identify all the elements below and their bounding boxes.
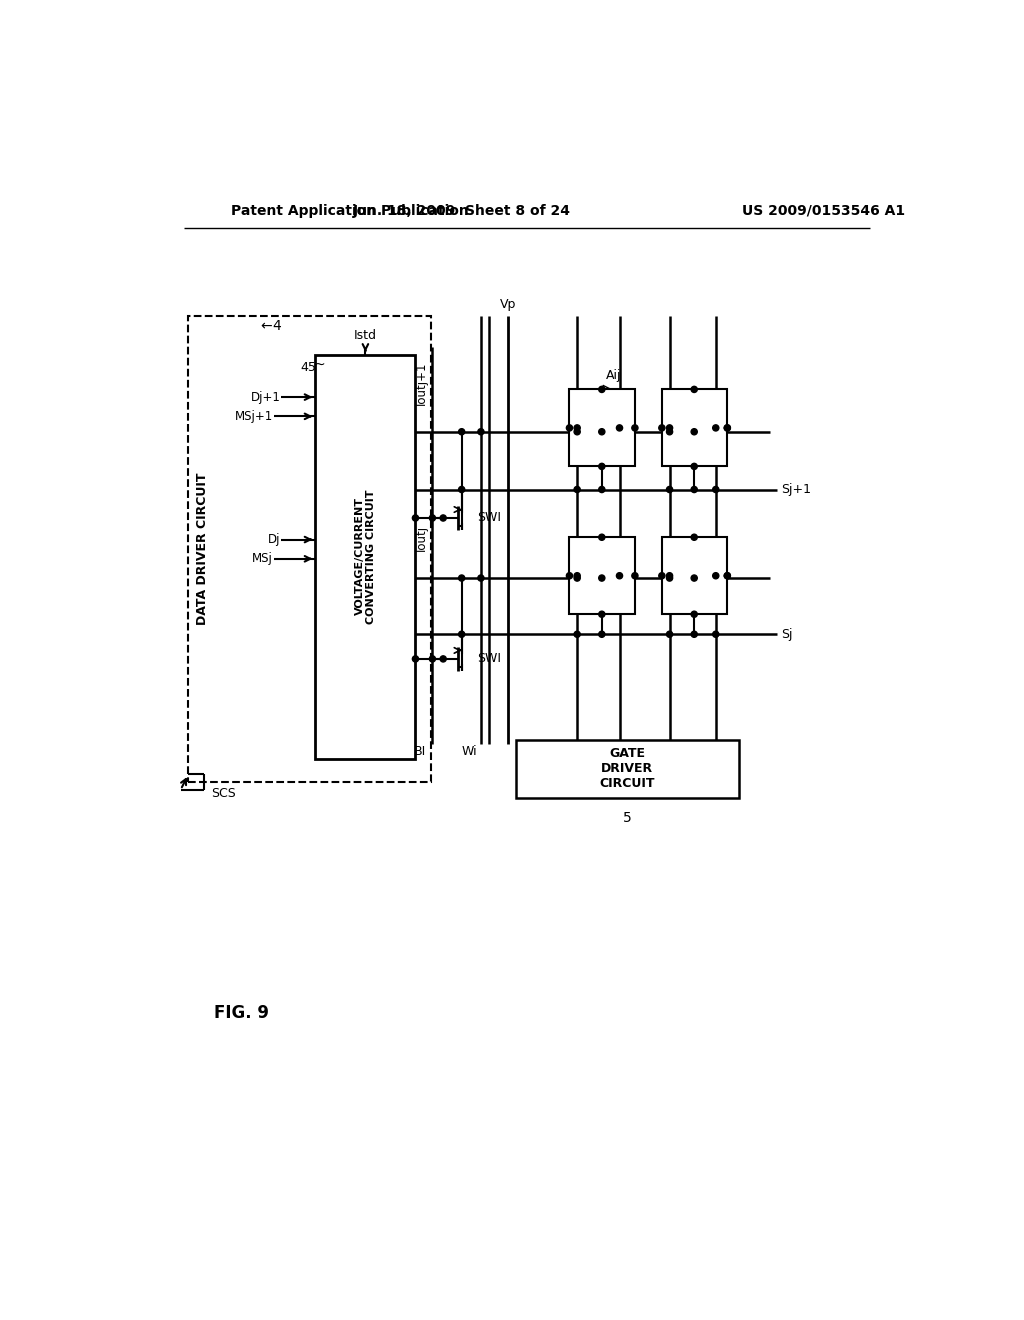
Text: SWI: SWI — [477, 511, 501, 524]
Text: Ioutj+1: Ioutj+1 — [415, 362, 428, 405]
Circle shape — [713, 631, 719, 638]
Circle shape — [459, 429, 465, 434]
Text: MSj+1: MSj+1 — [234, 409, 273, 422]
Circle shape — [667, 486, 673, 492]
Text: Gi: Gi — [570, 755, 584, 768]
Circle shape — [724, 573, 730, 578]
Text: Jun. 18, 2009  Sheet 8 of 24: Jun. 18, 2009 Sheet 8 of 24 — [352, 203, 570, 218]
Circle shape — [459, 486, 465, 492]
Text: GATE
DRIVER
CIRCUIT: GATE DRIVER CIRCUIT — [599, 747, 655, 789]
Bar — [569, 537, 635, 614]
Circle shape — [658, 425, 665, 432]
Circle shape — [713, 486, 719, 492]
Circle shape — [599, 611, 605, 618]
Text: Dj: Dj — [268, 533, 281, 546]
Text: Patent Application Publication: Patent Application Publication — [230, 203, 468, 218]
Circle shape — [574, 631, 581, 638]
Text: ~: ~ — [313, 358, 326, 372]
Circle shape — [667, 425, 673, 432]
Text: 45: 45 — [300, 362, 315, 375]
Text: DATA DRIVER CIRCUIT: DATA DRIVER CIRCUIT — [196, 473, 209, 626]
Circle shape — [667, 631, 673, 638]
Bar — [662, 389, 727, 466]
Bar — [569, 389, 635, 466]
Circle shape — [616, 573, 623, 578]
Circle shape — [440, 515, 446, 521]
Circle shape — [440, 656, 446, 663]
Text: BI: BI — [414, 744, 426, 758]
Circle shape — [566, 573, 572, 578]
Circle shape — [459, 631, 465, 638]
Circle shape — [574, 486, 581, 492]
Circle shape — [667, 429, 673, 434]
Text: Gi+1: Gi+1 — [653, 755, 685, 768]
Circle shape — [724, 425, 730, 432]
Circle shape — [599, 463, 605, 470]
Circle shape — [691, 486, 697, 492]
Circle shape — [691, 631, 697, 638]
Circle shape — [574, 573, 581, 578]
Circle shape — [667, 576, 673, 581]
Circle shape — [478, 576, 484, 581]
Circle shape — [724, 573, 730, 578]
Text: Ioutj: Ioutj — [415, 525, 428, 552]
Text: SCS: SCS — [211, 787, 237, 800]
Circle shape — [599, 429, 605, 434]
Circle shape — [574, 576, 581, 581]
Text: VOLTAGE/CURRENT
CONVERTING CIRCUIT: VOLTAGE/CURRENT CONVERTING CIRCUIT — [354, 490, 376, 624]
Text: 5: 5 — [623, 812, 632, 825]
Circle shape — [566, 425, 572, 432]
Circle shape — [724, 425, 730, 432]
Text: MSj: MSj — [252, 552, 273, 565]
Circle shape — [691, 535, 697, 540]
Circle shape — [632, 573, 638, 578]
Text: $\leftarrow\!$4: $\leftarrow\!$4 — [258, 319, 283, 333]
Circle shape — [599, 387, 605, 392]
Text: Aij: Aij — [605, 368, 622, 381]
Circle shape — [691, 429, 697, 434]
Text: Istd: Istd — [354, 329, 377, 342]
Text: Sj: Sj — [781, 628, 793, 640]
Circle shape — [429, 515, 435, 521]
Text: Ei+1: Ei+1 — [700, 755, 731, 768]
Circle shape — [574, 425, 581, 432]
Text: US 2009/0153546 A1: US 2009/0153546 A1 — [742, 203, 905, 218]
Text: Wi: Wi — [462, 744, 477, 758]
Bar — [315, 355, 416, 759]
Circle shape — [691, 576, 697, 581]
Circle shape — [713, 573, 719, 578]
Circle shape — [691, 611, 697, 618]
Circle shape — [599, 631, 605, 638]
Circle shape — [691, 463, 697, 470]
Circle shape — [632, 425, 638, 432]
Text: SWI: SWI — [477, 652, 501, 665]
Text: Ei: Ei — [613, 755, 626, 768]
Bar — [662, 537, 727, 614]
Circle shape — [429, 656, 435, 663]
Circle shape — [658, 573, 665, 578]
Circle shape — [413, 515, 419, 521]
Circle shape — [599, 486, 605, 492]
Circle shape — [599, 535, 605, 540]
Text: Vp: Vp — [500, 298, 516, 312]
Circle shape — [616, 425, 623, 432]
Circle shape — [413, 656, 419, 663]
Circle shape — [478, 429, 484, 434]
Text: Sj+1: Sj+1 — [781, 483, 811, 496]
Text: Dj+1: Dj+1 — [251, 391, 281, 404]
Bar — [188, 317, 431, 781]
Text: FIG. 9: FIG. 9 — [214, 1005, 268, 1022]
Circle shape — [599, 576, 605, 581]
Circle shape — [691, 387, 697, 392]
Circle shape — [459, 576, 465, 581]
Bar — [515, 739, 739, 797]
Circle shape — [574, 429, 581, 434]
Circle shape — [713, 425, 719, 432]
Circle shape — [667, 573, 673, 578]
